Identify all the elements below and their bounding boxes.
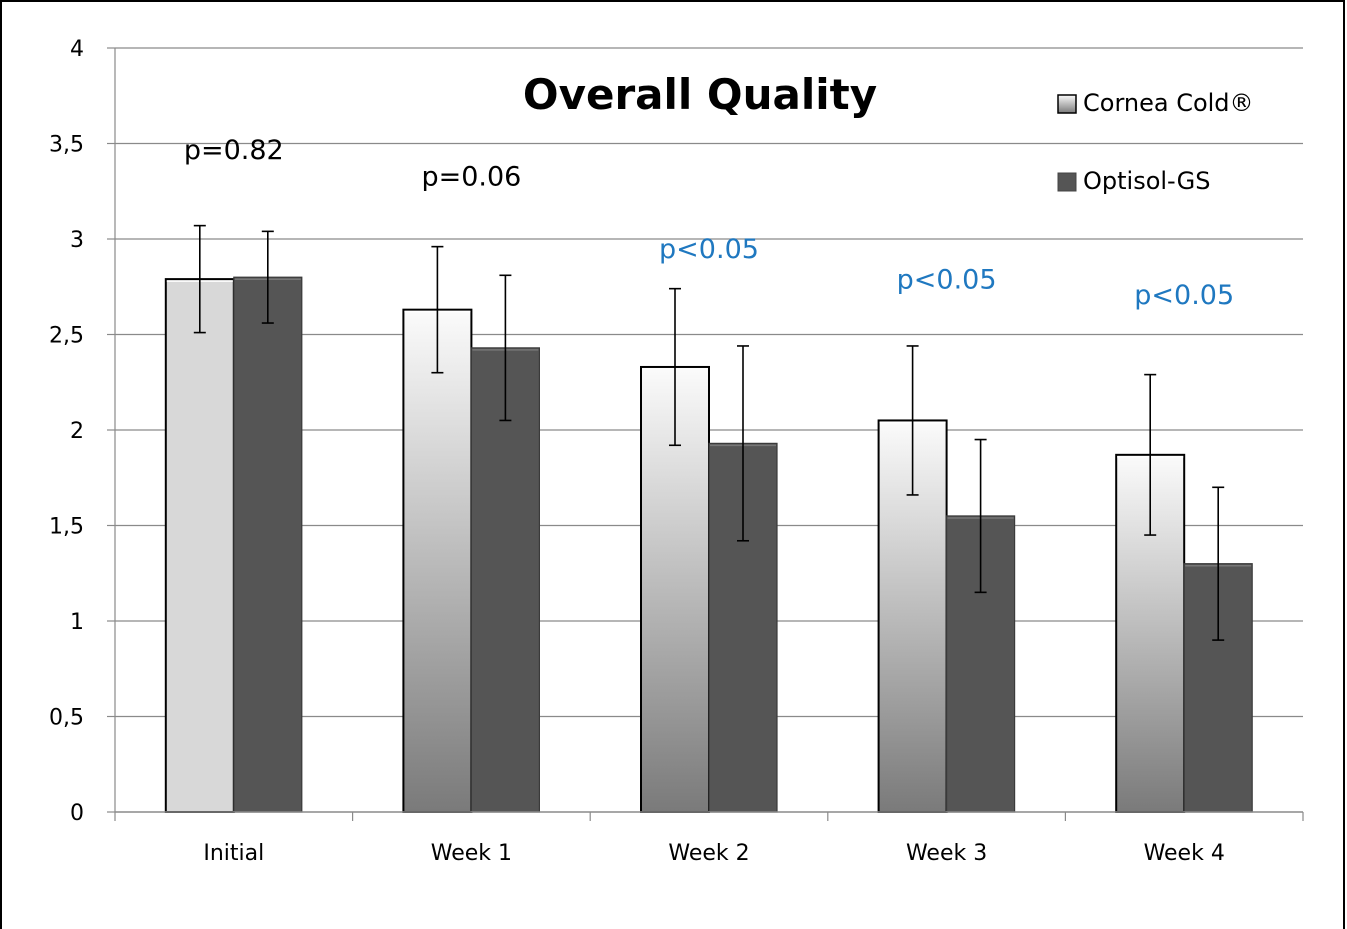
x-tick-label: Week 3 (906, 841, 987, 866)
y-tick-label: 1 (70, 610, 84, 635)
p-value-label: p<0.05 (897, 265, 997, 296)
y-tick-label: 2 (70, 419, 84, 444)
x-tick-label: Initial (203, 841, 264, 866)
y-tick-label: 0,5 (49, 706, 84, 731)
y-tick-label: 3,5 (49, 133, 84, 158)
p-value-annotations: p=0.82 p=0.06 p<0.05 p<0.05 p<0.05 (184, 135, 1234, 311)
legend-label-optisol-gs: Optisol-GS (1083, 167, 1210, 195)
p-value-label: p<0.05 (659, 234, 759, 265)
y-axis-ticks: 0 0,5 1 1,5 2 2,5 3 3,5 4 (49, 37, 84, 826)
legend-swatch-optisol-gs (1057, 172, 1077, 192)
x-tick-label: Week 4 (1144, 841, 1225, 866)
x-tick-label: Week 2 (668, 841, 749, 866)
x-axis (114, 811, 1304, 821)
p-value-label: p=0.06 (421, 162, 521, 193)
bar-optisol-gs (233, 276, 303, 813)
chart-title: Overall Quality (523, 70, 877, 119)
x-tick-label: Week 1 (431, 841, 512, 866)
y-tick-label: 1,5 (49, 515, 84, 540)
legend-label-cornea-cold: Cornea Cold® (1083, 89, 1254, 117)
legend: Cornea Cold® Optisol-GS (1057, 89, 1254, 195)
error-bars (193, 224, 1225, 641)
bars (164, 276, 1253, 813)
x-axis-ticks: Initial Week 1 Week 2 Week 3 Week 4 (203, 841, 1224, 866)
y-tick-label: 4 (70, 37, 84, 62)
y-tick-label: 3 (70, 228, 84, 253)
legend-swatch-cornea-cold (1057, 94, 1077, 114)
bar-cornea-cold (164, 278, 235, 813)
p-value-label: p=0.82 (184, 135, 284, 166)
y-tick-label: 2,5 (49, 324, 84, 349)
p-value-label: p<0.05 (1134, 280, 1234, 311)
bar-cornea-cold (402, 308, 473, 813)
y-tick-label: 0 (70, 801, 84, 826)
